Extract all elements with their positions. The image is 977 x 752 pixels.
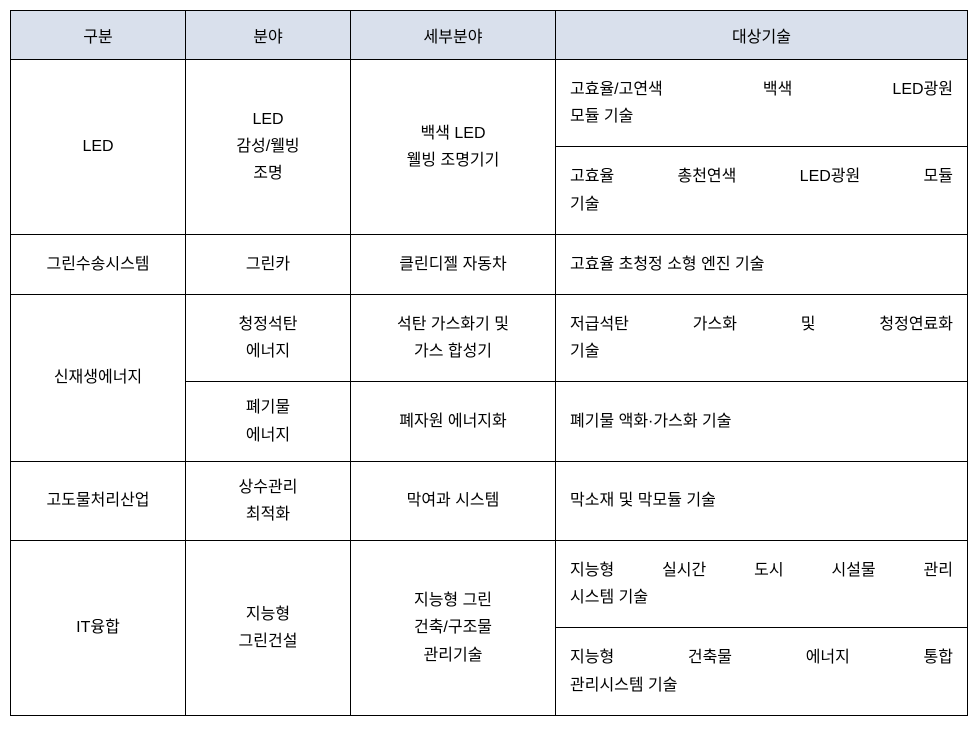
line: 상수관리	[239, 479, 298, 496]
cell-technology: 고효율 총천연색 LED광원 모듈 기술	[556, 147, 968, 234]
cell-field: 그린카	[186, 234, 351, 294]
line: 고효율/고연색 백색 LED광원	[570, 76, 953, 103]
line: 석탄 가스화기 및	[397, 316, 509, 333]
cell-text: 그린수송시스템	[11, 239, 185, 290]
header-field-text: 분야	[186, 11, 350, 59]
cell-text: 지능형 실시간 도시 시설물 관리 시스템 기술	[556, 541, 967, 627]
cell-text: IT융합	[11, 602, 185, 653]
table-row: 고도물처리산업 상수관리 최적화 막여과 시스템 막소재 및 막모듈 기술	[11, 461, 968, 540]
line: 관리시스템 기술	[570, 672, 953, 699]
cell-technology: 저급석탄 가스화 및 청정연료화 기술	[556, 294, 968, 381]
cell-text: 신재생에너지	[11, 352, 185, 403]
cell-text: 지능형 건축물 에너지 통합 관리시스템 기술	[556, 628, 967, 714]
cell-field: 폐기물 에너지	[186, 382, 351, 461]
table-row: IT융합 지능형 그린건설 지능형 그린 건축/구조물 관리기술 지능형 실시간…	[11, 541, 968, 628]
cell-subfield: 석탄 가스화기 및 가스 합성기	[351, 294, 556, 381]
cell-text: 막여과 시스템	[351, 475, 555, 526]
cell-category: IT융합	[11, 541, 186, 716]
header-subfield-text: 세부분야	[351, 11, 555, 59]
line: 시스템 기술	[570, 584, 953, 611]
line: 저급석탄 가스화 및 청정연료화	[570, 311, 953, 338]
line: 그린건설	[239, 633, 298, 650]
cell-text: 고효율 총천연색 LED광원 모듈 기술	[556, 147, 967, 233]
header-category-text: 구분	[11, 11, 185, 59]
cell-text: 폐자원 에너지화	[351, 396, 555, 447]
line: 최적화	[246, 506, 290, 523]
cell-technology: 지능형 실시간 도시 시설물 관리 시스템 기술	[556, 541, 968, 628]
line: 고효율 총천연색 LED광원 모듈	[570, 163, 953, 190]
cell-text: LED	[11, 121, 185, 172]
header-row: 구분 분야 세부분야 대상기술	[11, 11, 968, 60]
line: 기술	[570, 191, 953, 218]
cell-subfield: 막여과 시스템	[351, 461, 556, 540]
cell-field: 청정석탄 에너지	[186, 294, 351, 381]
line: 감성/웰빙	[236, 138, 299, 155]
header-technology-text: 대상기술	[556, 11, 967, 59]
cell-subfield: 폐자원 에너지화	[351, 382, 556, 461]
cell-field: LED 감성/웰빙 조명	[186, 60, 351, 235]
line: 지능형 실시간 도시 시설물 관리	[570, 557, 953, 584]
cell-text: 고효율/고연색 백색 LED광원 모듈 기술	[556, 60, 967, 146]
line: 가스 합성기	[414, 343, 492, 360]
cell-category: 고도물처리산업	[11, 461, 186, 540]
cell-text: 지능형 그린 건축/구조물 관리기술	[351, 575, 555, 681]
technology-table: 구분 분야 세부분야 대상기술 LED LED 감성/웰빙 조명 백색 LED …	[10, 10, 968, 716]
table-row: LED LED 감성/웰빙 조명 백색 LED 웰빙 조명기기 고효율/고연색 …	[11, 60, 968, 147]
line: 기술	[570, 338, 953, 365]
cell-category: LED	[11, 60, 186, 235]
line: 모듈 기술	[570, 103, 953, 130]
header-subfield: 세부분야	[351, 11, 556, 60]
cell-text: 상수관리 최적화	[186, 462, 350, 540]
line: 관리기술	[424, 647, 483, 664]
cell-field: 지능형 그린건설	[186, 541, 351, 716]
cell-subfield: 클린디젤 자동차	[351, 234, 556, 294]
cell-technology: 고효율 초청정 소형 엔진 기술	[556, 234, 968, 294]
cell-subfield: 지능형 그린 건축/구조물 관리기술	[351, 541, 556, 716]
cell-technology: 폐기물 액화·가스화 기술	[556, 382, 968, 461]
cell-category: 그린수송시스템	[11, 234, 186, 294]
cell-technology: 고효율/고연색 백색 LED광원 모듈 기술	[556, 60, 968, 147]
header-technology: 대상기술	[556, 11, 968, 60]
cell-technology: 막소재 및 막모듈 기술	[556, 461, 968, 540]
line: 건축/구조물	[414, 619, 492, 636]
cell-category: 신재생에너지	[11, 294, 186, 461]
cell-text: 석탄 가스화기 및 가스 합성기	[351, 299, 555, 377]
cell-text: 저급석탄 가스화 및 청정연료화 기술	[556, 295, 967, 381]
cell-text: 그린카	[186, 239, 350, 290]
line: 폐기물	[246, 399, 290, 416]
cell-technology: 지능형 건축물 에너지 통합 관리시스템 기술	[556, 628, 968, 715]
line: 웰빙 조명기기	[407, 152, 500, 169]
header-field: 분야	[186, 11, 351, 60]
header-category: 구분	[11, 11, 186, 60]
line: 에너지	[246, 427, 290, 444]
cell-text: 고효율 초청정 소형 엔진 기술	[556, 235, 967, 294]
cell-text: 고도물처리산업	[11, 475, 185, 526]
cell-text: 폐기물 액화·가스화 기술	[556, 392, 967, 451]
cell-field: 상수관리 최적화	[186, 461, 351, 540]
cell-text: 폐기물 에너지	[186, 382, 350, 460]
line: 지능형 그린	[414, 592, 492, 609]
line: 조명	[253, 165, 282, 182]
table-row: 그린수송시스템 그린카 클린디젤 자동차 고효율 초청정 소형 엔진 기술	[11, 234, 968, 294]
cell-text: 청정석탄 에너지	[186, 299, 350, 377]
cell-text: 지능형 그린건설	[186, 589, 350, 667]
cell-text: LED 감성/웰빙 조명	[186, 94, 350, 200]
line: 지능형	[246, 606, 290, 623]
cell-subfield: 백색 LED 웰빙 조명기기	[351, 60, 556, 235]
line: 지능형 건축물 에너지 통합	[570, 644, 953, 671]
line: 청정석탄	[239, 316, 298, 333]
cell-text: 막소재 및 막모듈 기술	[556, 471, 967, 530]
line: 에너지	[246, 343, 290, 360]
table-row: 신재생에너지 청정석탄 에너지 석탄 가스화기 및 가스 합성기 저급석탄 가스…	[11, 294, 968, 381]
line: 백색 LED	[420, 125, 485, 142]
line: LED	[252, 111, 283, 128]
cell-text: 백색 LED 웰빙 조명기기	[351, 108, 555, 186]
cell-text: 클린디젤 자동차	[351, 239, 555, 290]
